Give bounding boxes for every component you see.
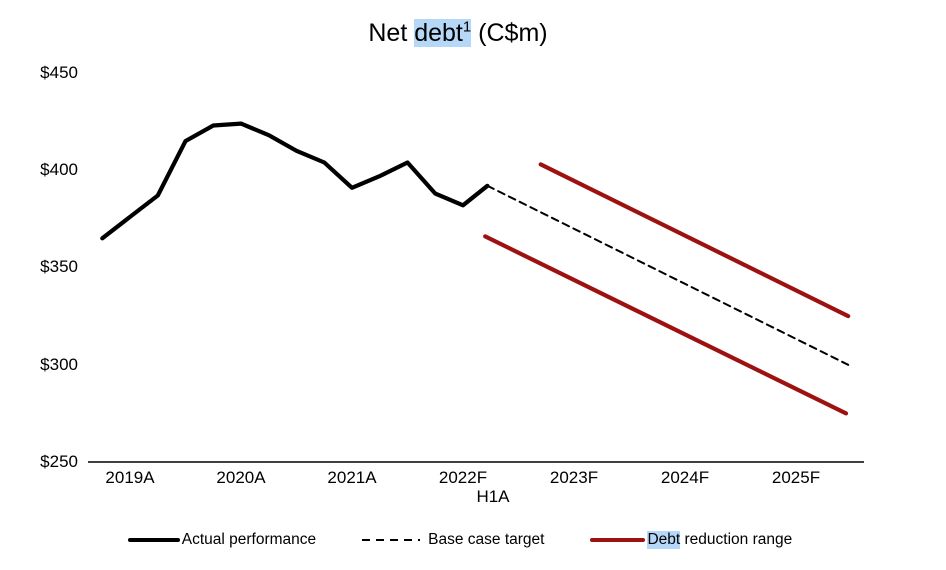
title-post: (C$m) [471,19,548,47]
dashed-black-line-swatch [362,539,421,541]
x-tick-2019A: 2019A [105,468,155,487]
chart-title: Net debt1 (C$m) [0,16,916,50]
chart-legend: Actual performance Base case target Debt… [0,529,920,551]
solid-red-line-swatch [590,538,646,542]
y-tick-400: $400 [40,160,78,179]
chart-series-layer [100,121,851,416]
series-debt-reduction-range-lower [483,234,849,416]
legend-item-debt-reduction-range: Debt reduction range [590,531,792,549]
legend-label-actual: Actual performance [181,531,317,548]
x-tick-sublabel-h1a: H1A [476,487,510,506]
y-tick-300: $300 [40,355,78,374]
legend-label-target: Base case target [428,531,545,548]
footnote-superscript: 1 [462,18,472,36]
series-debt-reduction-range-upper [538,162,851,319]
x-tick-2024F: 2024F [660,468,710,487]
legend-item-actual-performance: Actual performance [127,531,317,549]
x-tick-2025F: 2025F [771,468,821,487]
y-tick-450: $450 [40,63,78,82]
title-highlighted-word: debt1 [414,18,472,47]
x-tick-2023F: 2023F [549,468,599,487]
title-pre: Net [368,19,415,47]
y-tick-250: $250 [40,452,78,471]
solid-black-line-swatch [127,538,180,542]
x-tick-2020A: 2020A [216,468,266,487]
y-tick-350: $350 [40,257,78,276]
x-tick-2022F: 2022F [438,468,488,487]
legend-item-base-case-target: Base case target [362,531,544,549]
x-tick-2021A: 2021A [327,468,377,487]
legend-label-range-rest: reduction range [680,531,793,548]
series-base-case-target [486,184,850,366]
legend-highlighted-word: Debt [647,531,681,549]
series-actual-performance [100,121,490,241]
